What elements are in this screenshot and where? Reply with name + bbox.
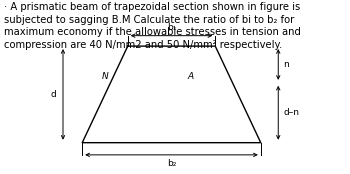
Text: b₁: b₁ — [167, 23, 176, 32]
Text: · A prismatic beam of trapezoidal section shown in figure is
subjected to saggin: · A prismatic beam of trapezoidal sectio… — [4, 2, 300, 50]
Text: d: d — [50, 90, 56, 99]
Text: A: A — [187, 72, 193, 81]
Text: n: n — [284, 60, 289, 69]
Text: d–n: d–n — [284, 108, 300, 117]
Text: b₂: b₂ — [167, 159, 176, 168]
Text: N: N — [102, 72, 108, 81]
